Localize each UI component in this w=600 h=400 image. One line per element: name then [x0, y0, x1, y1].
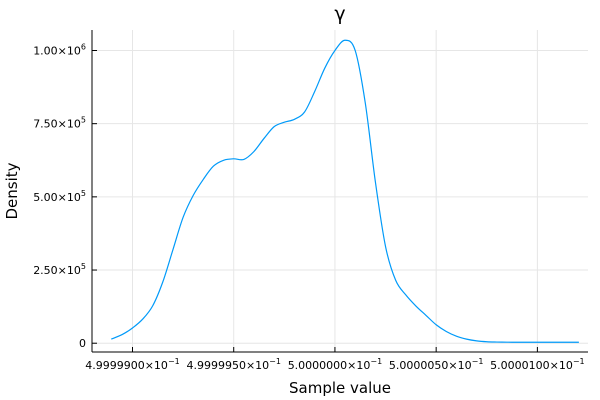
grid	[92, 30, 588, 352]
y-axis-title: Density	[3, 162, 21, 219]
y-tick-label: 1.00×106	[33, 42, 86, 57]
x-tick-label: 5.0000100×10−1	[490, 357, 585, 372]
tick-labels: 4.9999900×10−1 4.9999950×10−1 5.0000000×10…	[33, 42, 584, 372]
series-layer	[110, 39, 579, 343]
density-line	[110, 39, 579, 343]
x-tick-label: 5.0000050×10−1	[389, 357, 484, 372]
y-tick-label: 2.50×105	[33, 262, 86, 277]
x-tick-label: 4.9999900×10−1	[85, 357, 180, 372]
y-tick-label: 7.50×105	[33, 116, 86, 131]
x-axis-title: Sample value	[289, 379, 391, 397]
y-tick-label: 0	[79, 337, 86, 350]
chart-title: γ	[334, 3, 345, 25]
x-tick-label: 5.0000000×10−1	[288, 357, 383, 372]
axes	[91, 30, 588, 353]
x-tick-label: 4.9999950×10−1	[186, 357, 281, 372]
y-tick-label: 5.00×105	[33, 189, 86, 204]
